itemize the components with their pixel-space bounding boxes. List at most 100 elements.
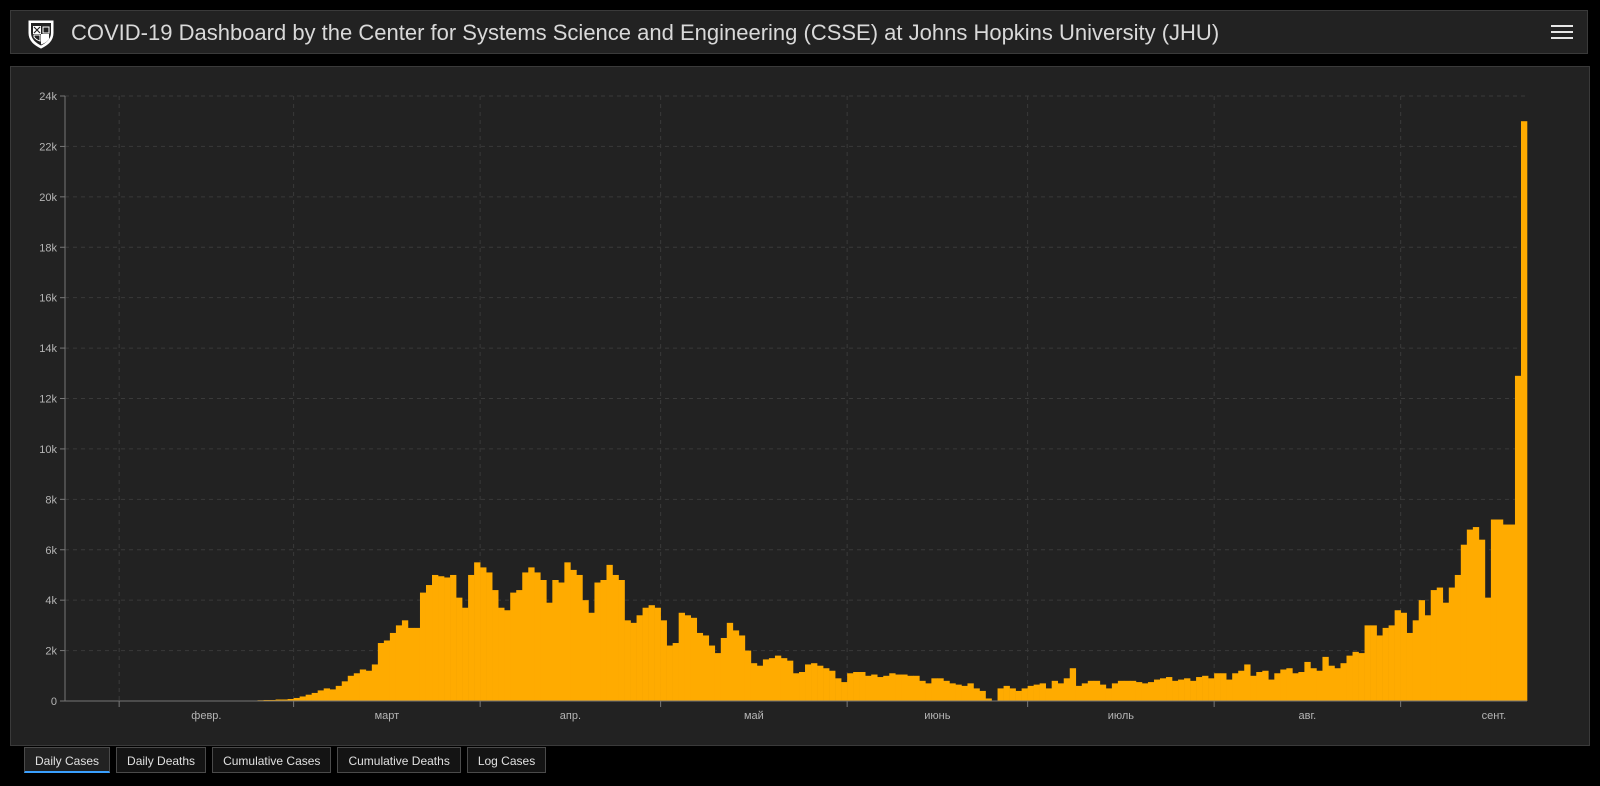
- bar: [1033, 684, 1040, 701]
- bar: [1147, 682, 1155, 701]
- bar: [1220, 673, 1227, 701]
- bar: [786, 660, 794, 701]
- bar: [474, 562, 481, 701]
- bar: [690, 617, 698, 701]
- bar: [660, 620, 667, 701]
- bar: [1388, 625, 1395, 701]
- bar: [528, 567, 535, 701]
- bar: [293, 697, 300, 701]
- bar: [1502, 524, 1510, 701]
- bar: [1250, 675, 1257, 701]
- bar: [1424, 615, 1432, 701]
- bar: [919, 680, 926, 701]
- bar: [859, 672, 866, 701]
- bar: [811, 663, 818, 701]
- bar: [792, 673, 800, 701]
- bar: [1226, 679, 1233, 701]
- bar: [1262, 670, 1269, 701]
- bar: [1412, 620, 1420, 701]
- bar: [895, 674, 902, 701]
- bar: [1172, 680, 1179, 701]
- bar: [630, 622, 637, 701]
- bar: [1244, 664, 1251, 701]
- bar: [275, 699, 282, 701]
- bar: [1063, 678, 1071, 701]
- bar: [1009, 688, 1016, 701]
- bar: [738, 635, 746, 701]
- bar: [612, 574, 619, 701]
- tab-daily-deaths[interactable]: Daily Deaths: [116, 747, 207, 773]
- bar: [666, 645, 673, 701]
- bar: [1153, 679, 1161, 701]
- bar: [371, 664, 379, 701]
- bar: [1496, 519, 1504, 701]
- bar: [931, 678, 938, 701]
- bar: [1166, 677, 1173, 701]
- bar: [696, 632, 704, 701]
- bar: [1184, 678, 1191, 701]
- bar: [1340, 663, 1347, 701]
- bar: [1111, 683, 1119, 701]
- bar: [1117, 680, 1125, 701]
- bar: [1081, 683, 1089, 701]
- bar: [1129, 680, 1137, 701]
- bar: [979, 690, 986, 701]
- bar: [1490, 519, 1498, 701]
- tab-daily-cases[interactable]: Daily Cases: [24, 747, 111, 773]
- bar: [516, 590, 523, 701]
- bar: [955, 684, 962, 701]
- bar: [1045, 688, 1052, 701]
- bar: [1280, 669, 1287, 701]
- y-tick-label: 8k: [45, 494, 57, 506]
- bar: [419, 592, 427, 701]
- bar: [1232, 673, 1239, 701]
- bar: [1274, 673, 1281, 701]
- bar: [684, 615, 692, 701]
- bar: [1484, 597, 1492, 701]
- bar: [1027, 685, 1034, 701]
- y-tick-label: 16k: [39, 293, 57, 305]
- bar: [299, 696, 306, 701]
- y-tick-label: 0: [51, 696, 57, 708]
- bar: [1105, 688, 1113, 701]
- bar: [925, 683, 932, 701]
- bar: [1202, 675, 1209, 701]
- bar: [1316, 670, 1323, 701]
- hamburger-menu-icon[interactable]: [1551, 22, 1573, 44]
- tab-cumulative-cases[interactable]: Cumulative Cases: [212, 747, 332, 773]
- bar: [1304, 661, 1311, 701]
- bar: [263, 699, 270, 701]
- bar: [1460, 544, 1468, 701]
- tab-cumulative-deaths[interactable]: Cumulative Deaths: [337, 747, 461, 773]
- bar: [1123, 680, 1131, 701]
- bar: [1015, 690, 1022, 701]
- bar: [985, 698, 992, 701]
- y-tick-label: 10k: [39, 444, 57, 456]
- bar: [817, 665, 824, 701]
- bar: [1057, 683, 1065, 701]
- bar: [750, 663, 758, 701]
- bar: [1328, 665, 1335, 701]
- bar: [606, 564, 613, 701]
- chart-panel: 0 2k 4k 6k 8k 10k 12k 14k 16k 18k 20k 22k 24k февр. ма…: [10, 66, 1590, 746]
- bar: [383, 640, 391, 701]
- bar: [1214, 673, 1221, 701]
- x-tick-label: июль: [1108, 710, 1135, 722]
- bar: [377, 643, 385, 701]
- bar: [762, 659, 770, 701]
- tab-log-cases[interactable]: Log Cases: [466, 747, 547, 773]
- bar: [281, 699, 288, 701]
- bar: [961, 685, 968, 701]
- bar: [1400, 612, 1407, 701]
- bar: [1352, 651, 1359, 701]
- bar: [401, 620, 409, 701]
- bar: [1454, 574, 1462, 701]
- bar: [1514, 375, 1522, 701]
- bar: [311, 692, 318, 701]
- bar: [353, 673, 361, 701]
- bar: [317, 690, 325, 701]
- bar: [1406, 632, 1413, 701]
- bar: [450, 574, 457, 701]
- bar: [1520, 121, 1528, 702]
- bar: [642, 607, 649, 701]
